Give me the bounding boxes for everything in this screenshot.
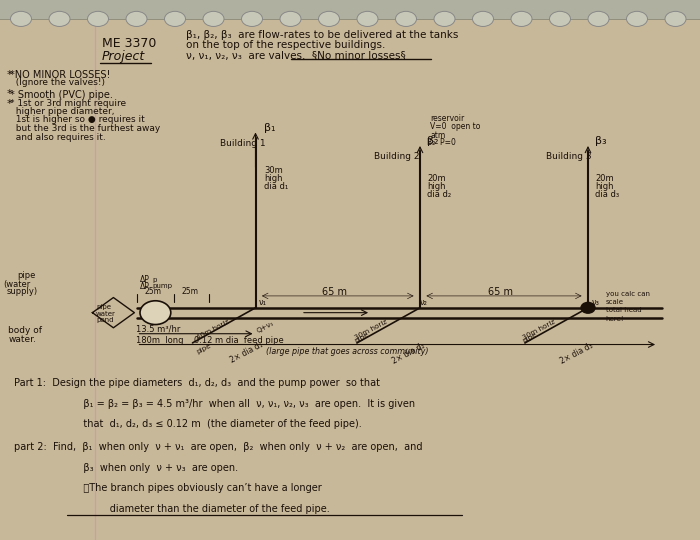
Ellipse shape: [434, 11, 455, 26]
Text: 25m: 25m: [145, 287, 162, 296]
Circle shape: [140, 301, 171, 325]
Text: pump: pump: [153, 283, 173, 289]
Ellipse shape: [473, 11, 494, 26]
Text: 25m: 25m: [181, 287, 198, 296]
Text: B₂  P=0: B₂ P=0: [427, 138, 456, 147]
Text: supply): supply): [7, 287, 38, 296]
Text: 40m horiz: 40m horiz: [196, 318, 231, 341]
Text: water.: water.: [8, 335, 36, 343]
Text: and also requires it.: and also requires it.: [10, 133, 106, 141]
Text: 20m: 20m: [595, 174, 614, 183]
Text: *: *: [6, 70, 12, 79]
Text: β₁: β₁: [264, 123, 275, 133]
Ellipse shape: [280, 11, 301, 26]
Text: pipe: pipe: [196, 342, 213, 355]
Text: ν₁: ν₁: [259, 298, 267, 307]
Text: pond: pond: [96, 317, 113, 323]
Text: * 1st or 3rd might require: * 1st or 3rd might require: [10, 99, 127, 108]
Ellipse shape: [88, 11, 108, 26]
Text: 20m: 20m: [427, 174, 446, 183]
Text: you calc can: you calc can: [606, 291, 650, 298]
Text: 65 m: 65 m: [488, 287, 513, 296]
Text: ΔP: ΔP: [140, 282, 150, 291]
Text: p: p: [153, 276, 157, 283]
Ellipse shape: [626, 11, 648, 26]
Text: (large pipe that goes across community): (large pipe that goes across community): [266, 347, 428, 355]
Text: body of: body of: [8, 326, 43, 335]
Text: Part 1:  Design the pipe diameters  d₁, d₂, d₃  and the pump power  so that: Part 1: Design the pipe diameters d₁, d₂…: [14, 379, 380, 388]
Text: 30m horiz: 30m horiz: [522, 318, 556, 341]
Text: high: high: [264, 174, 282, 183]
Ellipse shape: [357, 11, 378, 26]
Text: β₁ = β₂ = β₃ = 4.5 m³/hr  when all  ν, ν₁, ν₂, ν₃  are open.  It is given: β₁ = β₂ = β₃ = 4.5 m³/hr when all ν, ν₁,…: [49, 399, 415, 409]
Text: dia d₂: dia d₂: [427, 190, 451, 199]
Ellipse shape: [10, 11, 32, 26]
Text: water: water: [96, 310, 116, 317]
Text: higher pipe diameter,: higher pipe diameter,: [10, 107, 115, 116]
Text: 1st is higher so ● requires it: 1st is higher so ● requires it: [10, 116, 146, 124]
Text: *NO MINOR LOSSES!: *NO MINOR LOSSES!: [10, 70, 111, 79]
Text: pipe: pipe: [96, 304, 111, 310]
Ellipse shape: [395, 11, 416, 26]
Text: pipe: pipe: [522, 331, 538, 344]
Text: ν₂: ν₂: [420, 298, 428, 307]
Text: 30m horiz: 30m horiz: [354, 318, 388, 341]
Text: Q+ν₁: Q+ν₁: [256, 320, 275, 334]
Text: (Ignore the valves!): (Ignore the valves!): [10, 78, 106, 87]
Ellipse shape: [318, 11, 340, 26]
Text: 2× dia d₁: 2× dia d₁: [229, 340, 265, 365]
Text: here!: here!: [606, 315, 624, 322]
Text: pipe: pipe: [18, 271, 36, 280]
Text: ΔP: ΔP: [140, 275, 150, 284]
Text: 2× dia d₂: 2× dia d₂: [391, 341, 426, 366]
Circle shape: [581, 302, 595, 313]
Text: Building 3: Building 3: [546, 152, 592, 161]
Text: scale: scale: [606, 299, 624, 306]
Text: 180m  long    0.12 m dia  feed pipe: 180m long 0.12 m dia feed pipe: [136, 336, 284, 345]
Text: β₂: β₂: [427, 137, 438, 146]
Text: reservoir: reservoir: [430, 114, 465, 123]
Text: 65 m: 65 m: [322, 287, 347, 296]
Text: dia d₃: dia d₃: [595, 190, 619, 199]
Text: that  d₁, d₂, d₃ ≤ 0.12 m  (the diameter of the feed pipe).: that d₁, d₂, d₃ ≤ 0.12 m (the diameter o…: [49, 420, 362, 429]
Text: diameter than the diameter of the feed pipe.: diameter than the diameter of the feed p…: [66, 504, 330, 514]
Text: 13.5 m³/hr: 13.5 m³/hr: [136, 325, 181, 334]
Text: ν₃: ν₃: [592, 298, 599, 307]
Ellipse shape: [511, 11, 532, 26]
Text: 30m: 30m: [264, 166, 283, 174]
Text: Project: Project: [102, 50, 145, 63]
Text: but the 3rd is the furthest away: but the 3rd is the furthest away: [10, 124, 161, 133]
Text: on the top of the respective buildings.: on the top of the respective buildings.: [186, 40, 385, 50]
Text: total head: total head: [606, 307, 641, 314]
Text: * Smooth (PVC) pipe.: * Smooth (PVC) pipe.: [10, 90, 113, 99]
Text: dia d₁: dia d₁: [264, 182, 288, 191]
Text: Building 2: Building 2: [374, 152, 420, 161]
Text: ν, ν₁, ν₂, ν₃  are valves.  §No minor losses§: ν, ν₁, ν₂, ν₃ are valves. §No minor loss…: [186, 51, 405, 60]
Text: high: high: [595, 182, 613, 191]
Text: part 2:  Find,  β₁  when only  ν + ν₁  are open,  β₂  when only  ν + ν₂  are ope: part 2: Find, β₁ when only ν + ν₁ are op…: [14, 442, 423, 452]
Text: 2× dia d₃: 2× dia d₃: [559, 341, 594, 366]
Bar: [0, 0, 700, 19]
Text: (water: (water: [4, 280, 31, 288]
Text: atm: atm: [430, 131, 446, 139]
Text: pipe: pipe: [354, 331, 370, 344]
Text: Building 1: Building 1: [220, 139, 266, 147]
Text: β₁, β₂, β₃  are flow-rates to be delivered at the tanks: β₁, β₂, β₃ are flow-rates to be delivere…: [186, 30, 458, 40]
Text: ME 3370: ME 3370: [102, 37, 156, 50]
Text: *: *: [6, 99, 12, 109]
Ellipse shape: [550, 11, 570, 26]
Text: *: *: [6, 90, 12, 99]
Ellipse shape: [49, 11, 70, 26]
Text: V=0  open to: V=0 open to: [430, 123, 481, 131]
Ellipse shape: [241, 11, 262, 26]
Ellipse shape: [164, 11, 186, 26]
Ellipse shape: [126, 11, 147, 26]
Ellipse shape: [203, 11, 224, 26]
Text: β₃: β₃: [595, 137, 607, 146]
Text: β₃  when only  ν + ν₃  are open.: β₃ when only ν + ν₃ are open.: [49, 463, 238, 472]
Ellipse shape: [588, 11, 609, 26]
Text: ⓉThe branch pipes obviously can’t have a longer: ⓉThe branch pipes obviously can’t have a…: [49, 483, 322, 493]
Ellipse shape: [665, 11, 686, 26]
Text: high: high: [427, 182, 445, 191]
